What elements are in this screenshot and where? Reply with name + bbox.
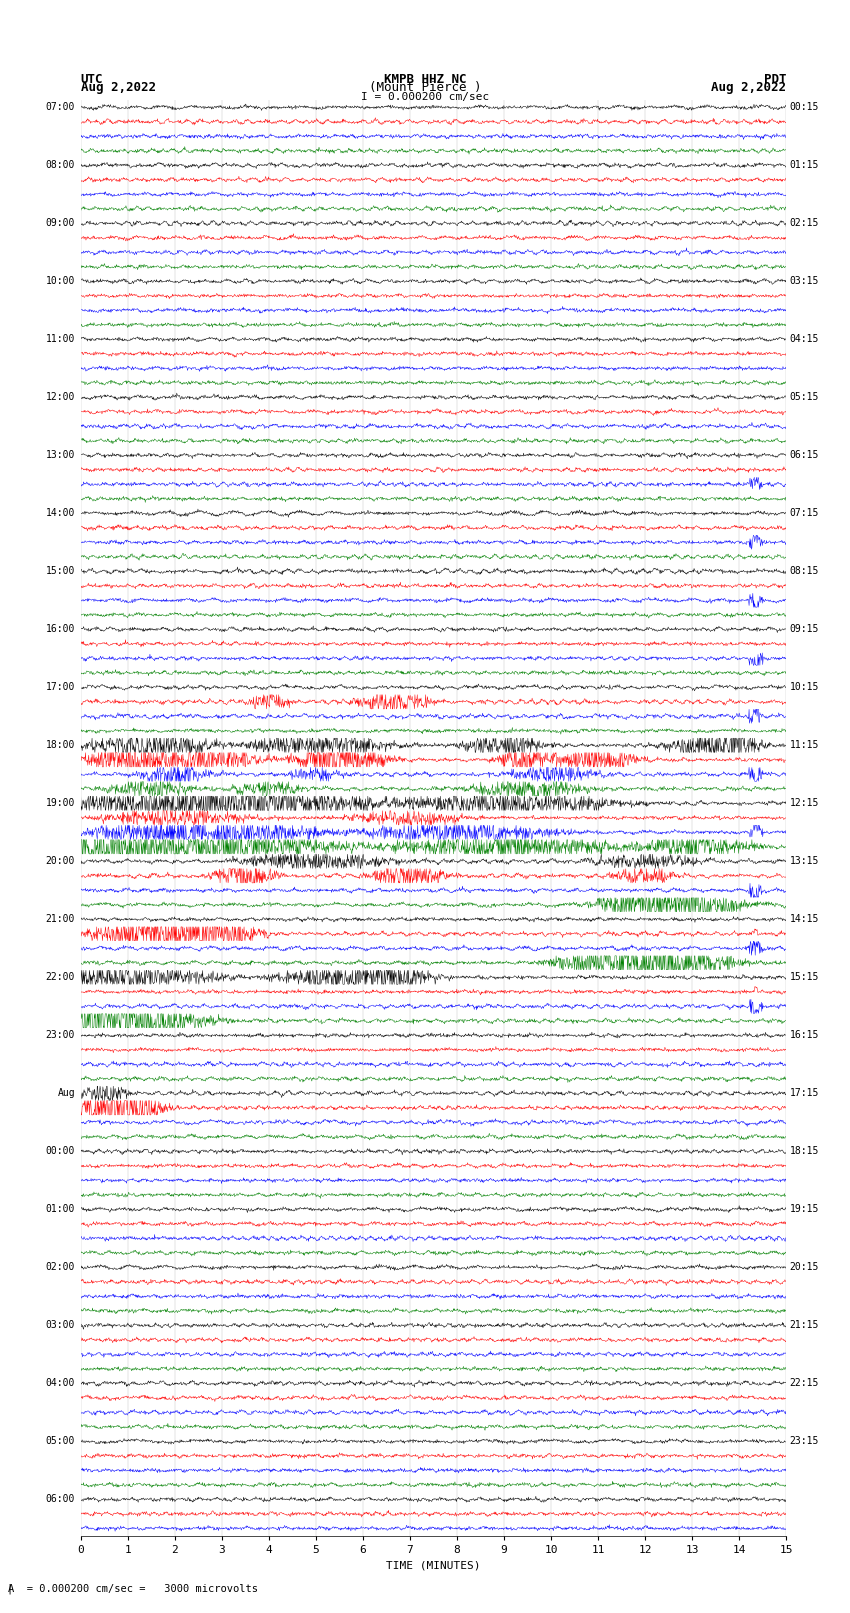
Text: 01:00: 01:00 <box>46 1205 75 1215</box>
Text: 10:15: 10:15 <box>790 682 819 692</box>
Text: 09:00: 09:00 <box>46 218 75 229</box>
Text: I = 0.000200 cm/sec: I = 0.000200 cm/sec <box>361 92 489 103</box>
Text: 04:00: 04:00 <box>46 1379 75 1389</box>
Text: 14:15: 14:15 <box>790 915 819 924</box>
Text: 21:00: 21:00 <box>46 915 75 924</box>
Text: 15:15: 15:15 <box>790 973 819 982</box>
Text: 08:15: 08:15 <box>790 566 819 576</box>
Text: (Mount Pierce ): (Mount Pierce ) <box>369 81 481 94</box>
Text: UTC: UTC <box>81 73 103 85</box>
Text: 20:00: 20:00 <box>46 857 75 866</box>
Text: 10:00: 10:00 <box>46 276 75 286</box>
Text: Aug 2,2022: Aug 2,2022 <box>711 81 786 94</box>
Text: 20:15: 20:15 <box>790 1263 819 1273</box>
Text: 23:15: 23:15 <box>790 1436 819 1447</box>
Text: 22:15: 22:15 <box>790 1379 819 1389</box>
Text: 16:15: 16:15 <box>790 1031 819 1040</box>
Text: 08:00: 08:00 <box>46 160 75 171</box>
Text: 21:15: 21:15 <box>790 1321 819 1331</box>
Text: 19:00: 19:00 <box>46 798 75 808</box>
Text: 13:15: 13:15 <box>790 857 819 866</box>
Text: 02:15: 02:15 <box>790 218 819 229</box>
Text: Aug: Aug <box>58 1089 75 1098</box>
Text: 07:00: 07:00 <box>46 102 75 113</box>
Text: PDT: PDT <box>764 73 786 85</box>
Text: 19:15: 19:15 <box>790 1205 819 1215</box>
Text: 09:15: 09:15 <box>790 624 819 634</box>
Text: 04:15: 04:15 <box>790 334 819 344</box>
Text: 18:15: 18:15 <box>790 1147 819 1157</box>
Text: |: | <box>6 1582 12 1594</box>
Text: 03:00: 03:00 <box>46 1321 75 1331</box>
Text: 17:00: 17:00 <box>46 682 75 692</box>
Text: Aug 2,2022: Aug 2,2022 <box>81 81 156 94</box>
Text: KMPB HHZ NC: KMPB HHZ NC <box>383 73 467 85</box>
Text: 03:15: 03:15 <box>790 276 819 286</box>
Text: 12:15: 12:15 <box>790 798 819 808</box>
X-axis label: TIME (MINUTES): TIME (MINUTES) <box>386 1560 481 1569</box>
Text: 00:15: 00:15 <box>790 102 819 113</box>
Text: 02:00: 02:00 <box>46 1263 75 1273</box>
Text: 11:00: 11:00 <box>46 334 75 344</box>
Text: 12:00: 12:00 <box>46 392 75 402</box>
Text: A  = 0.000200 cm/sec =   3000 microvolts: A = 0.000200 cm/sec = 3000 microvolts <box>8 1584 258 1594</box>
Text: 18:00: 18:00 <box>46 740 75 750</box>
Text: 07:15: 07:15 <box>790 508 819 518</box>
Text: 15:00: 15:00 <box>46 566 75 576</box>
Text: 23:00: 23:00 <box>46 1031 75 1040</box>
Text: 14:00: 14:00 <box>46 508 75 518</box>
Text: 11:15: 11:15 <box>790 740 819 750</box>
Text: 06:15: 06:15 <box>790 450 819 460</box>
Text: 05:00: 05:00 <box>46 1436 75 1447</box>
Text: 16:00: 16:00 <box>46 624 75 634</box>
Text: 05:15: 05:15 <box>790 392 819 402</box>
Text: 00:00: 00:00 <box>46 1147 75 1157</box>
Text: 13:00: 13:00 <box>46 450 75 460</box>
Text: 17:15: 17:15 <box>790 1089 819 1098</box>
Text: 01:15: 01:15 <box>790 160 819 171</box>
Text: 06:00: 06:00 <box>46 1494 75 1505</box>
Text: 22:00: 22:00 <box>46 973 75 982</box>
